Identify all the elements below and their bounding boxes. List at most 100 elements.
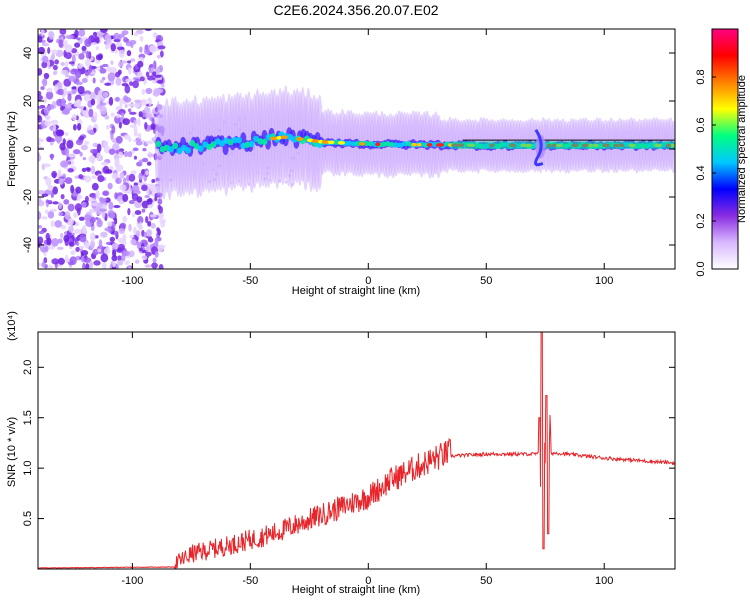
spectrogram-noise-blob: [58, 202, 63, 210]
spectrogram-noise-blob: [56, 246, 64, 251]
spectrogram-noise-blob: [115, 77, 122, 86]
spectrogram-noise-blob: [108, 201, 114, 210]
spectrogram-noise-blob: [72, 212, 79, 218]
x-tick-label: 50: [480, 575, 492, 587]
spectrogram-noise-blob: [107, 220, 113, 227]
spectrogram-noise-blob: [110, 60, 114, 65]
spectrogram-noise-blob: [106, 66, 112, 72]
spectrogram-noise-blob: [48, 264, 53, 269]
spectrogram-core: [210, 141, 217, 148]
spectrogram-noise-blob: [122, 233, 127, 242]
spectrogram-noise-blob: [64, 132, 69, 137]
spectrogram-noise-blob: [80, 201, 87, 208]
spectrogram-noise-blob: [44, 120, 52, 127]
spectrogram-noise-blob: [38, 152, 41, 162]
spectrogram-noise-blob: [67, 93, 72, 102]
colorbar-tick-label: 0.0: [695, 261, 707, 276]
x-tick-label: -100: [121, 575, 143, 587]
spectrogram-peak: [337, 141, 346, 145]
spectrogram-noise-blob: [46, 237, 52, 246]
y-tick-label: -20: [22, 189, 34, 205]
spectrogram-noise-blob: [38, 68, 43, 76]
spectrogram-noise-blob: [132, 80, 139, 89]
spectrogram-noise-blob: [59, 232, 64, 239]
spectrogram-noise-blob: [147, 220, 152, 227]
spectrogram-noise-blob: [139, 76, 145, 82]
spectrogram-peak: [270, 136, 278, 141]
spectrogram-noise-blob: [61, 97, 66, 107]
spectrogram-noise-blob: [93, 260, 101, 266]
spectrogram-noise-blob: [52, 201, 59, 205]
spectrogram-peak: [411, 142, 417, 147]
spectrogram-marks: [38, 29, 675, 269]
spectrogram-noise-blob: [135, 230, 141, 237]
spectrogram-noise-blob: [158, 264, 164, 269]
snr-frame: [37, 331, 676, 570]
spectrogram-noise-blob: [50, 220, 55, 228]
spectrogram-peak: [296, 137, 304, 141]
spectrogram-noise-blob: [41, 261, 46, 268]
spectrogram-noise-blob: [145, 215, 149, 224]
spectrogram-noise-blob: [84, 214, 92, 221]
spectrogram-noise-blob: [119, 222, 127, 229]
y-tick-label: 40: [22, 47, 34, 59]
spectrogram-noise-blob: [76, 99, 82, 107]
spectrogram-noise-blob: [95, 46, 100, 51]
spectrogram-noise-blob: [76, 123, 82, 131]
spectrogram-noise-blob: [67, 203, 75, 212]
spectrogram-noise-blob: [132, 147, 139, 152]
spectrogram-noise-blob: [90, 98, 96, 106]
spectrogram-core: [155, 140, 162, 148]
spectrogram-noise-blob: [68, 75, 76, 82]
spectrogram-noise-blob: [131, 185, 140, 193]
spectrogram-noise-blob: [76, 37, 81, 41]
spectrogram-noise-blob: [124, 97, 132, 103]
spectrogram-noise-blob: [124, 150, 129, 158]
spectrogram-noise-blob: [145, 170, 149, 176]
spectrogram-core: [168, 146, 175, 153]
spectrogram-noise-blob: [144, 264, 152, 268]
spectrogram-noise-blob: [117, 255, 122, 261]
spectrogram-noise-blob: [60, 193, 65, 200]
spectrogram-noise-blob: [150, 214, 157, 218]
spectrogram-noise-blob: [127, 67, 132, 75]
spectrogram-noise-blob: [118, 49, 125, 58]
spectrogram-noise-blob: [90, 148, 98, 154]
spectrogram-noise-blob: [75, 139, 83, 146]
spectrogram-noise-blob: [55, 129, 64, 137]
spectrogram-noise-blob: [101, 262, 107, 269]
spectrogram-noise-blob: [84, 71, 90, 76]
spectrogram-core: [172, 142, 179, 150]
spectrogram-noise-blob: [82, 156, 87, 161]
spectrogram-noise-blob: [60, 69, 69, 75]
spectrogram-noise-blob: [74, 203, 83, 212]
spectrogram-noise-blob: [138, 247, 143, 252]
spectrogram-noise-blob: [73, 149, 81, 155]
spectrogram-noise-blob: [128, 199, 135, 205]
spectrogram-noise-blob: [134, 78, 141, 83]
spectrogram-noise-blob: [127, 151, 133, 158]
spectrogram-noise-blob: [122, 193, 129, 203]
spectrogram-noise-blob: [144, 106, 150, 114]
spectrogram-noise-blob: [154, 251, 159, 258]
spectrogram-noise-blob: [81, 45, 87, 52]
spectrogram-noise-blob: [160, 220, 166, 228]
snr-marks: [38, 332, 675, 569]
spectrogram-noise-blob: [50, 138, 56, 143]
spectrogram-noise-blob: [118, 227, 126, 235]
spectrogram-noise-blob: [100, 231, 108, 238]
spectrogram-noise-blob: [110, 112, 115, 117]
spectrogram-noise-blob: [99, 208, 107, 212]
spectrogram-noise-blob: [71, 86, 78, 90]
spectrogram-peak: [359, 142, 366, 146]
spectrogram-noise-blob: [90, 240, 96, 249]
spectrogram-noise-blob: [156, 79, 164, 84]
spectrogram-noise-blob: [77, 64, 83, 69]
spectrogram-noise-blob: [133, 125, 138, 135]
spectrogram-noise-blob: [107, 182, 113, 190]
spectrogram-noise-blob: [144, 29, 152, 32]
colorbar-scale: [711, 28, 739, 270]
spectrogram-noise-blob: [59, 142, 66, 151]
spectrogram-noise-blob: [154, 239, 159, 248]
spectrogram-noise-blob: [102, 91, 109, 98]
